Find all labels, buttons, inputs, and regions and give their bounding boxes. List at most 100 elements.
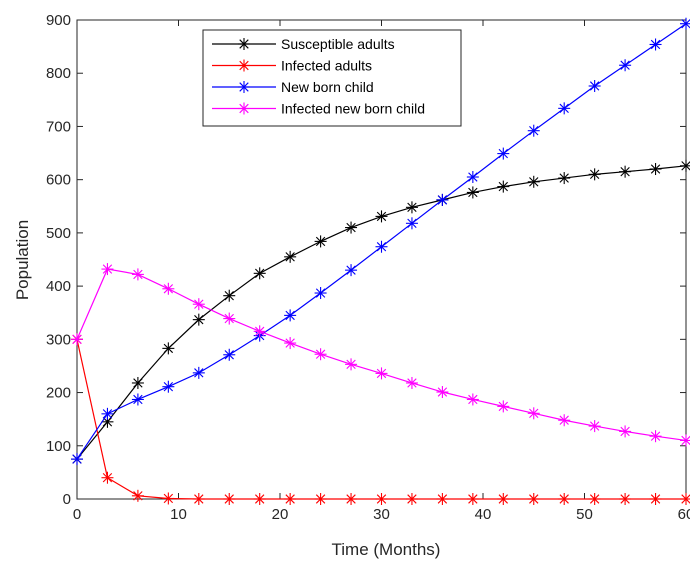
data-point-susceptible-adults xyxy=(405,201,418,214)
data-point-infected-adults xyxy=(345,493,358,505)
data-point-susceptible-adults xyxy=(345,221,358,234)
y-tick-label: 700 xyxy=(46,118,71,135)
y-tick-label: 0 xyxy=(63,491,71,508)
data-point-infected-new-born-child xyxy=(436,386,449,399)
legend-label-new-born-child: New born child xyxy=(281,79,374,95)
data-point-infected-new-born-child xyxy=(162,282,175,295)
data-point-new-born-child xyxy=(162,380,175,393)
data-point-infected-new-born-child xyxy=(619,425,632,438)
x-tick-label: 10 xyxy=(170,506,187,523)
data-point-infected-adults xyxy=(558,493,571,505)
data-point-infected-adults xyxy=(466,493,479,505)
legend-marker-infected-new-born-child xyxy=(238,102,250,115)
data-point-infected-new-born-child xyxy=(588,420,601,433)
x-tick-label: 60 xyxy=(678,506,690,523)
data-point-new-born-child xyxy=(101,407,114,420)
data-point-infected-new-born-child xyxy=(314,348,327,361)
data-point-infected-new-born-child xyxy=(101,263,114,276)
data-point-new-born-child xyxy=(405,217,418,230)
data-point-susceptible-adults xyxy=(284,250,297,263)
data-point-new-born-child xyxy=(497,147,510,160)
data-point-infected-new-born-child xyxy=(405,376,418,389)
legend-marker-susceptible-adults xyxy=(238,38,250,50)
data-point-susceptible-adults xyxy=(253,267,266,280)
x-tick-label: 50 xyxy=(576,506,593,523)
data-point-susceptible-adults xyxy=(192,313,205,326)
y-tick-label: 600 xyxy=(46,172,71,189)
x-tick-label: 0 xyxy=(73,506,81,523)
legend-marker-infected-adults xyxy=(238,59,250,72)
legend-label-infected-adults: Infected adults xyxy=(281,58,372,74)
data-point-infected-adults xyxy=(375,493,388,505)
data-point-new-born-child xyxy=(649,38,662,51)
plot-area: 0102030405060010020030040050060070080090… xyxy=(46,12,690,523)
data-point-susceptible-adults xyxy=(497,180,510,193)
data-point-infected-new-born-child xyxy=(345,358,358,371)
data-point-infected-adults xyxy=(314,493,327,505)
data-point-infected-adults xyxy=(223,493,236,505)
data-point-new-born-child xyxy=(558,102,571,115)
data-point-new-born-child xyxy=(223,348,236,361)
data-point-susceptible-adults xyxy=(588,168,601,181)
data-point-infected-adults xyxy=(253,493,266,505)
data-point-susceptible-adults xyxy=(466,186,479,199)
data-point-infected-adults xyxy=(131,489,144,502)
data-point-infected-new-born-child xyxy=(649,430,662,443)
data-point-infected-new-born-child xyxy=(527,407,540,420)
data-point-susceptible-adults xyxy=(375,210,388,223)
legend-label-infected-new-born-child: Infected new born child xyxy=(281,101,425,117)
data-point-susceptible-adults xyxy=(162,342,175,355)
data-point-susceptible-adults xyxy=(619,165,632,178)
data-point-infected-new-born-child xyxy=(223,312,236,325)
data-point-infected-new-born-child xyxy=(680,434,690,447)
y-axis-label: Population xyxy=(13,220,32,300)
data-point-infected-adults xyxy=(284,493,297,505)
data-point-infected-adults xyxy=(680,493,690,505)
data-point-susceptible-adults xyxy=(527,175,540,188)
x-tick-label: 30 xyxy=(373,506,390,523)
x-tick-label: 20 xyxy=(272,506,289,523)
data-point-new-born-child xyxy=(466,171,479,184)
data-point-new-born-child xyxy=(71,453,83,466)
data-point-infected-adults xyxy=(192,493,205,505)
data-point-infected-adults xyxy=(588,493,601,505)
data-point-susceptible-adults xyxy=(558,172,571,185)
data-point-infected-new-born-child xyxy=(131,268,144,281)
y-tick-label: 500 xyxy=(46,225,71,242)
legend: Susceptible adults Infected adults New bor… xyxy=(202,29,462,127)
data-point-new-born-child xyxy=(192,366,205,379)
data-point-infected-new-born-child xyxy=(558,414,571,427)
data-point-susceptible-adults xyxy=(649,163,662,176)
data-point-new-born-child xyxy=(436,193,449,206)
data-point-new-born-child xyxy=(619,59,632,72)
y-tick-label: 900 xyxy=(46,12,71,29)
data-point-new-born-child xyxy=(314,287,327,300)
y-tick-label: 100 xyxy=(46,438,71,455)
data-point-infected-new-born-child xyxy=(71,333,83,346)
data-point-susceptible-adults xyxy=(131,376,144,389)
data-point-infected-new-born-child xyxy=(497,400,510,413)
data-point-infected-new-born-child xyxy=(192,298,205,311)
data-point-infected-adults xyxy=(436,493,449,505)
data-point-infected-new-born-child xyxy=(375,367,388,380)
y-tick-label: 200 xyxy=(46,385,71,402)
data-point-new-born-child xyxy=(131,393,144,406)
legend-label-susceptible-adults: Susceptible adults xyxy=(281,36,395,52)
data-point-susceptible-adults xyxy=(223,289,236,302)
data-point-infected-new-born-child xyxy=(466,393,479,406)
data-point-susceptible-adults xyxy=(314,235,327,248)
data-point-infected-adults xyxy=(527,493,540,505)
legend-marker-new-born-child xyxy=(238,81,250,93)
data-point-infected-adults xyxy=(101,471,114,484)
data-point-new-born-child xyxy=(345,264,358,277)
data-point-infected-adults xyxy=(649,493,662,505)
data-point-new-born-child xyxy=(527,124,540,137)
data-point-infected-new-born-child xyxy=(253,325,266,338)
x-axis-label: Time (Months) xyxy=(332,540,441,559)
data-point-new-born-child xyxy=(375,240,388,253)
data-point-new-born-child xyxy=(680,17,690,30)
y-tick-label: 300 xyxy=(46,331,71,348)
data-point-infected-adults xyxy=(405,493,418,505)
data-point-new-born-child xyxy=(284,309,297,322)
y-tick-label: 400 xyxy=(46,278,71,295)
